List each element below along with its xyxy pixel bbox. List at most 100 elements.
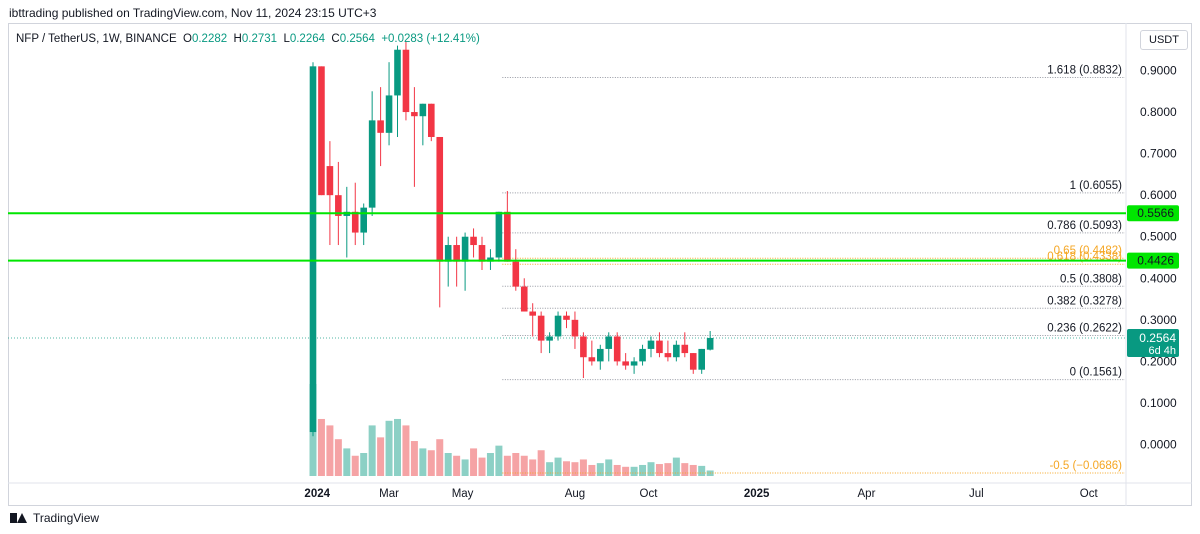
candle-body[interactable] [647, 340, 655, 349]
close-value: 0.2564 [339, 33, 375, 45]
fib-level-label: 1.618 (0.8832) [1047, 64, 1122, 76]
candle-body[interactable] [580, 336, 587, 358]
fib-level-label: 1 (0.6055) [1070, 180, 1123, 192]
candle-body[interactable] [689, 353, 697, 370]
volume-bar [529, 459, 537, 476]
candle-body[interactable] [504, 211, 511, 262]
candle-body[interactable] [656, 340, 663, 354]
candle-body[interactable] [436, 136, 444, 262]
candle-body[interactable] [478, 245, 486, 262]
currency-button[interactable]: USDT [1140, 30, 1188, 50]
volume-bar [579, 459, 587, 476]
candle-body[interactable] [411, 112, 418, 117]
price-tick-label: 0.4000 [1140, 271, 1177, 285]
current-price-label: 0.2564 [1139, 331, 1176, 345]
high-label: H [233, 33, 242, 45]
time-tick-label: 2024 [304, 488, 330, 500]
candle-body[interactable] [681, 344, 689, 354]
volume-bar [495, 445, 503, 476]
candle-body[interactable] [613, 336, 621, 362]
candle-body[interactable] [444, 245, 452, 262]
candle-body[interactable] [394, 49, 401, 96]
candle-body[interactable] [537, 315, 545, 341]
candle-body[interactable] [520, 286, 528, 312]
candle-body[interactable] [470, 236, 477, 246]
volume-bar [317, 418, 325, 476]
volume-bar [453, 455, 461, 476]
time-tick-label: May [452, 488, 474, 500]
volume-bar [360, 453, 368, 476]
fib-level-label: 0 (0.1561) [1070, 367, 1123, 379]
price-tick-label: 0.2000 [1140, 354, 1177, 368]
volume-bar [394, 418, 401, 476]
candle-body[interactable] [664, 353, 672, 358]
candle-body[interactable] [318, 66, 325, 196]
volume-bar [664, 463, 672, 476]
candle-body[interactable] [461, 236, 469, 262]
candle-body[interactable] [402, 49, 410, 113]
volume-bar [377, 437, 385, 476]
candle-body[interactable] [588, 357, 596, 362]
candle-body[interactable] [309, 66, 317, 433]
price-tick-label: 0.5000 [1140, 230, 1177, 244]
price-tick-label: 0.7000 [1140, 147, 1177, 161]
symbol-name[interactable]: NFP / TetherUS, 1W, BINANCE [16, 33, 177, 45]
candle-body[interactable] [419, 103, 427, 117]
brand-label: TradingView [33, 511, 100, 525]
candle-body[interactable] [554, 315, 562, 337]
volume-bar [461, 459, 469, 476]
candle-body[interactable] [673, 344, 680, 358]
time-tick-label: 2025 [744, 488, 770, 500]
volume-bar [537, 450, 545, 476]
volume-bar [563, 461, 570, 476]
candle-body[interactable] [597, 348, 604, 362]
volume-bar [689, 464, 697, 476]
close-label: C [331, 33, 340, 45]
bar-countdown-label: 6d 4h [1148, 345, 1176, 357]
candle-body[interactable] [351, 211, 359, 233]
volume-bar [478, 457, 486, 476]
volume-bar [571, 462, 579, 476]
time-tick-label: Oct [1080, 488, 1099, 500]
fib-level-label: -0.5 (−0.0686) [1049, 460, 1122, 472]
candle-body[interactable] [639, 348, 646, 362]
candle-body[interactable] [529, 311, 536, 316]
volume-bar [368, 425, 376, 476]
fib-level-label: 0.5 (0.3808) [1060, 273, 1122, 285]
volume-bar [655, 464, 663, 476]
candle-body[interactable] [385, 95, 393, 133]
candle-body[interactable] [698, 348, 705, 370]
high-value: 0.2731 [241, 33, 278, 45]
price-tick-label: 0.3000 [1140, 313, 1177, 327]
fib-level-label: 0.382 (0.3278) [1047, 295, 1122, 307]
candle-body[interactable] [495, 211, 503, 258]
volume-bar [520, 455, 528, 476]
candle-body[interactable] [630, 361, 638, 366]
price-tick-label: 0.1000 [1140, 396, 1177, 410]
horizontal-level-price-label: 0.4426 [1137, 254, 1174, 268]
candle-body[interactable] [453, 245, 460, 262]
price-tick-label: 0.8000 [1140, 105, 1177, 119]
candle-body[interactable] [368, 120, 376, 208]
volume-bar [681, 463, 689, 476]
candle-body[interactable] [546, 336, 553, 341]
chart-frame [8, 23, 1192, 506]
candle-body[interactable] [512, 261, 520, 287]
change-value: +0.0283 (+12.41%) [381, 33, 480, 45]
current-price-tag [1127, 328, 1179, 357]
volume-bar [622, 466, 630, 476]
candle-body[interactable] [563, 315, 570, 320]
candle-body[interactable] [377, 120, 384, 133]
volume-bar [402, 425, 410, 476]
candle-body[interactable] [571, 319, 579, 337]
tradingview-brand: TradingView [10, 511, 99, 525]
candle-body[interactable] [706, 337, 714, 350]
candle-body[interactable] [605, 336, 613, 349]
candle-body[interactable] [360, 207, 367, 233]
published-header: ibttrading published on TradingView.com,… [9, 6, 377, 20]
candle-body[interactable] [326, 166, 334, 196]
candle-body[interactable] [428, 103, 435, 137]
candle-body[interactable] [622, 361, 629, 366]
candle-body[interactable] [335, 195, 342, 216]
